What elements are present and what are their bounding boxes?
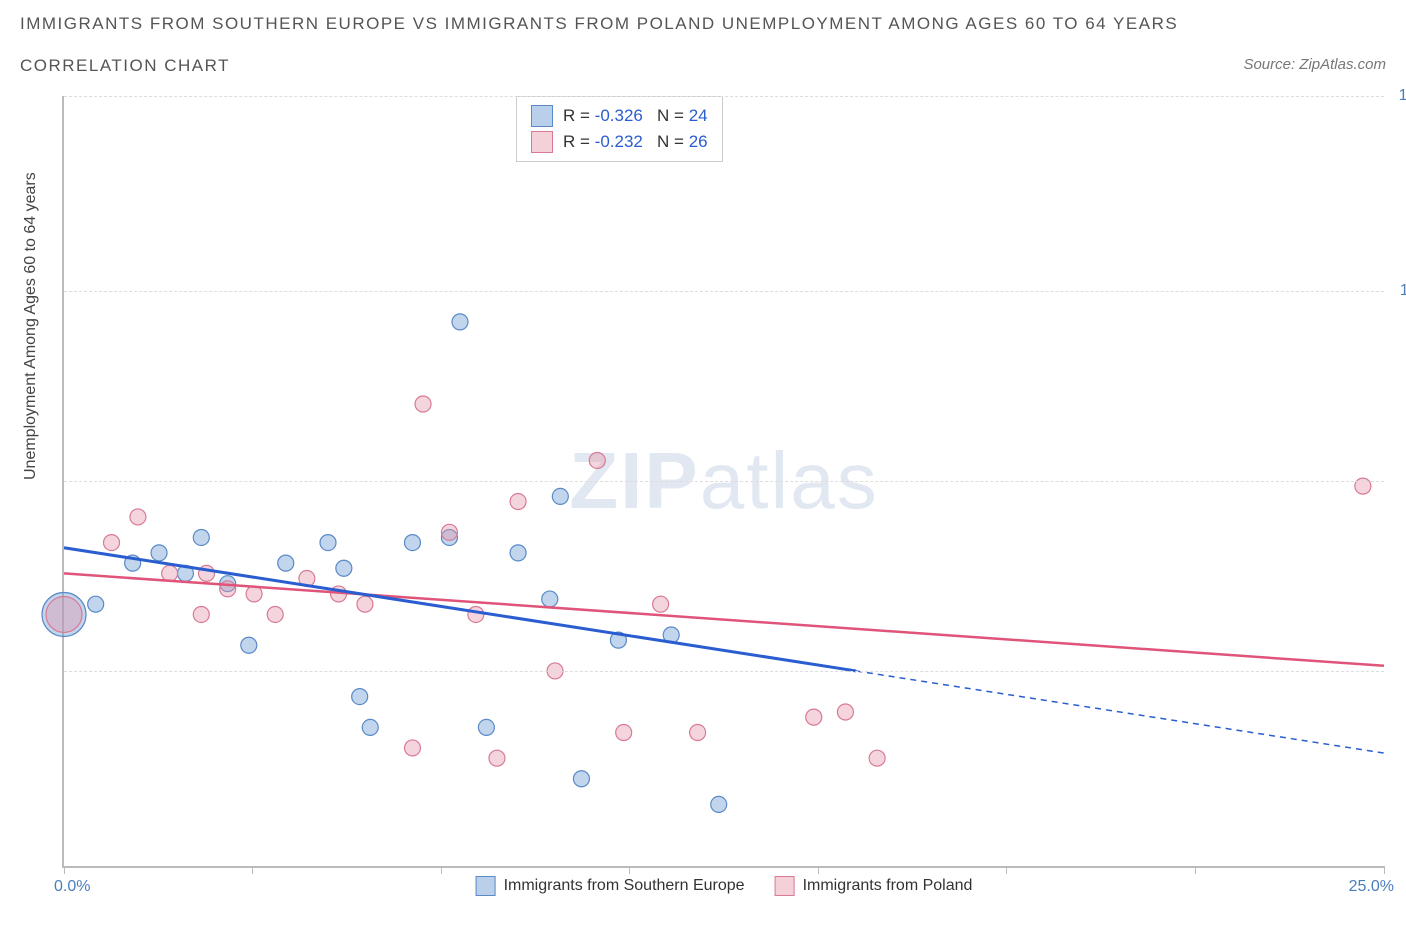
- x-axis-min-label: 0.0%: [54, 878, 90, 896]
- data-point-southern_europe: [404, 535, 420, 551]
- legend-label: Immigrants from Southern Europe: [504, 877, 745, 895]
- grid-line: [64, 96, 1384, 97]
- data-point-poland: [489, 750, 505, 766]
- chart-title: IMMIGRANTS FROM SOUTHERN EUROPE VS IMMIG…: [20, 14, 1178, 34]
- data-point-poland: [46, 596, 82, 632]
- x-tick: [1384, 866, 1385, 874]
- data-point-poland: [130, 509, 146, 525]
- data-point-poland: [357, 596, 373, 612]
- data-point-poland: [653, 596, 669, 612]
- x-tick: [1006, 866, 1007, 874]
- data-point-southern_europe: [278, 555, 294, 571]
- data-point-poland: [869, 750, 885, 766]
- data-point-southern_europe: [352, 689, 368, 705]
- trend-line-southern-europe-extrap: [856, 671, 1384, 753]
- data-point-poland: [510, 494, 526, 510]
- data-point-southern_europe: [193, 529, 209, 545]
- data-point-southern_europe: [478, 719, 494, 735]
- trend-line-southern-europe: [64, 548, 856, 671]
- data-point-poland: [220, 581, 236, 597]
- x-tick: [64, 866, 65, 874]
- data-point-southern_europe: [241, 637, 257, 653]
- data-point-southern_europe: [320, 535, 336, 551]
- y-axis-label: Unemployment Among Ages 60 to 64 years: [22, 172, 40, 480]
- grid-line: [64, 481, 1384, 482]
- data-point-poland: [616, 725, 632, 741]
- y-tick-label: 3.8%: [1389, 662, 1406, 680]
- legend-item-poland: Immigrants from Poland: [775, 876, 973, 896]
- x-tick: [441, 866, 442, 874]
- swatch-pink-icon: [775, 876, 795, 896]
- legend-item-southern-europe: Immigrants from Southern Europe: [476, 876, 745, 896]
- data-point-poland: [415, 396, 431, 412]
- data-point-southern_europe: [711, 796, 727, 812]
- data-point-poland: [104, 535, 120, 551]
- data-point-poland: [162, 565, 178, 581]
- data-point-poland: [193, 606, 209, 622]
- data-point-southern_europe: [151, 545, 167, 561]
- data-point-poland: [806, 709, 822, 725]
- trend-line-poland: [64, 573, 1384, 665]
- data-point-southern_europe: [336, 560, 352, 576]
- data-point-southern_europe: [510, 545, 526, 561]
- x-tick: [629, 866, 630, 874]
- y-tick-label: 11.2%: [1389, 282, 1406, 300]
- series-legend: Immigrants from Southern Europe Immigran…: [476, 876, 973, 896]
- data-point-southern_europe: [573, 771, 589, 787]
- x-tick: [818, 866, 819, 874]
- swatch-blue-icon: [476, 876, 496, 896]
- plot-area: ZIPatlas R = -0.326 N = 24 R = -0.232 N …: [62, 96, 1384, 868]
- data-point-poland: [441, 524, 457, 540]
- source-attribution: Source: ZipAtlas.com: [1243, 56, 1386, 73]
- data-point-poland: [837, 704, 853, 720]
- grid-line: [64, 671, 1384, 672]
- data-point-southern_europe: [362, 719, 378, 735]
- data-point-poland: [589, 452, 605, 468]
- legend-label: Immigrants from Poland: [803, 877, 973, 895]
- data-point-southern_europe: [88, 596, 104, 612]
- data-point-poland: [468, 606, 484, 622]
- data-point-southern_europe: [452, 314, 468, 330]
- x-tick: [1195, 866, 1196, 874]
- grid-line: [64, 291, 1384, 292]
- y-tick-label: 7.5%: [1389, 472, 1406, 490]
- x-tick: [252, 866, 253, 874]
- x-axis-max-label: 25.0%: [1349, 878, 1394, 896]
- data-point-poland: [267, 606, 283, 622]
- data-point-southern_europe: [552, 488, 568, 504]
- data-point-southern_europe: [542, 591, 558, 607]
- chart-subtitle: CORRELATION CHART: [20, 56, 230, 76]
- y-tick-label: 15.0%: [1389, 87, 1406, 105]
- data-point-poland: [404, 740, 420, 756]
- data-point-poland: [690, 725, 706, 741]
